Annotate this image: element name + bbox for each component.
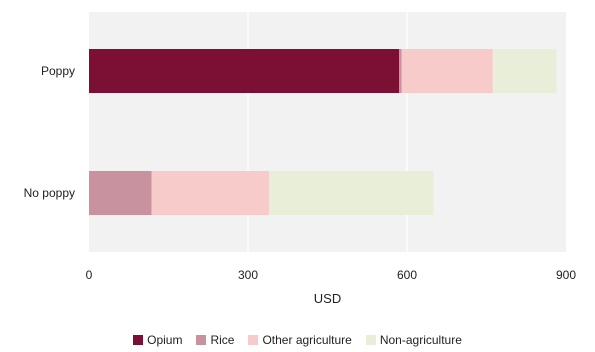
legend-label: Other agriculture: [262, 333, 352, 347]
bar-poppy-non-agriculture: [492, 49, 557, 93]
y-tick-label-1: No poppy: [24, 186, 75, 200]
bar-no-poppy-other-agriculture: [151, 171, 270, 215]
bars: [89, 49, 557, 215]
legend-swatch: [196, 335, 207, 345]
y-tick-labels: Poppy No poppy: [24, 64, 75, 200]
legend-swatch: [365, 335, 376, 345]
plot-background: [89, 12, 566, 252]
legend-swatch: [133, 335, 144, 345]
x-tick-label-3: 900: [556, 268, 576, 282]
bar-no-poppy-rice: [89, 171, 152, 215]
x-tick-label-2: 600: [397, 268, 417, 282]
legend-label: Non-agriculture: [379, 333, 462, 347]
x-axis-label: USD: [314, 291, 341, 306]
legend-swatch: [248, 335, 259, 345]
bar-poppy-other-agriculture: [401, 49, 493, 93]
legend-item-non-agriculture: Non-agriculture: [365, 333, 462, 347]
legend-label: Opium: [147, 333, 183, 347]
bar-poppy-opium: [89, 49, 400, 93]
legend-item-opium: Opium: [133, 333, 182, 347]
legend-item-other-agriculture: Other agriculture: [248, 333, 352, 347]
bar-poppy-rice: [399, 49, 402, 93]
bar-no-poppy-non-agriculture: [269, 171, 434, 215]
legend-item-rice: Rice: [196, 333, 234, 347]
x-tick-label-1: 300: [238, 268, 258, 282]
y-tick-label-0: Poppy: [41, 64, 75, 78]
legend: Opium Rice Other agriculture Non-agricultur…: [0, 333, 595, 347]
x-tick-labels: 0 300 600 900: [86, 268, 577, 282]
x-tick-label-0: 0: [86, 268, 93, 282]
legend-label: Rice: [210, 333, 235, 347]
